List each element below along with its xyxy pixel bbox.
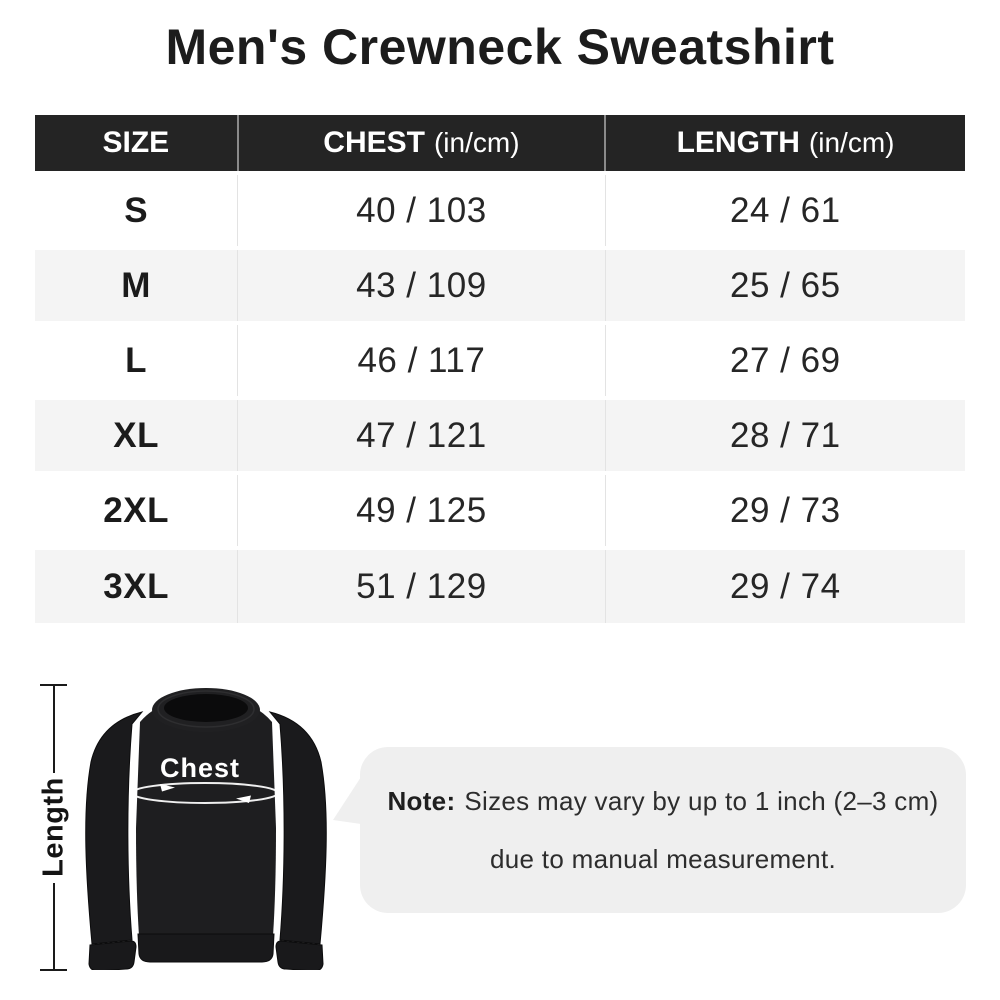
- chest-label: Chest: [160, 753, 240, 783]
- column-header-label: CHEST: [323, 126, 425, 159]
- chest-cell: 43 / 109: [237, 246, 606, 323]
- column-header-size: SIZE: [35, 115, 238, 173]
- length-tick-bottom: [40, 969, 67, 971]
- sleeve-left: [85, 711, 144, 945]
- size-cell: XL: [35, 396, 238, 473]
- size-chart-table: SIZE CHEST (in/cm) LENGTH (in/cm) S 40 / 1…: [35, 115, 965, 623]
- note-text: Sizes may vary by up to 1 inch (2–3 cm): [464, 785, 939, 816]
- table-row: XL 47 / 121 28 / 71: [35, 396, 965, 473]
- table-row: 3XL 51 / 129 29 / 74: [35, 546, 965, 623]
- column-header-length: LENGTH (in/cm): [604, 115, 965, 173]
- length-line-upper: [53, 686, 55, 773]
- column-header-label: LENGTH: [676, 126, 800, 159]
- table-row: M 43 / 109 25 / 65: [35, 246, 965, 323]
- column-header-label: SIZE: [102, 126, 170, 159]
- collar-rib-line: [157, 690, 255, 728]
- chest-arrow-right-icon: [160, 784, 175, 792]
- note-line-2: due to manual measurement.: [490, 843, 836, 874]
- note-label: Note:: [387, 785, 456, 816]
- sweatshirt-body: [136, 704, 276, 936]
- cuff-right: [275, 940, 324, 970]
- sleeve-right: [268, 711, 327, 945]
- table-row: 2XL 49 / 125 29 / 73: [35, 471, 965, 548]
- length-label: Length: [37, 777, 70, 877]
- length-cell: 27 / 69: [604, 321, 965, 398]
- note-bubble-tail: [333, 777, 361, 824]
- size-cell: 3XL: [35, 546, 238, 623]
- column-header-unit: (in/cm): [808, 127, 895, 158]
- chest-cell: 47 / 121: [237, 396, 606, 473]
- chest-cell: 49 / 125: [237, 471, 606, 548]
- length-cell: 24 / 61: [604, 171, 965, 248]
- length-cell: 25 / 65: [604, 246, 965, 323]
- table-header-row: SIZE CHEST (in/cm) LENGTH (in/cm): [35, 115, 965, 173]
- page-title: Men's Crewneck Sweatshirt: [165, 19, 835, 75]
- size-cell: M: [35, 246, 238, 323]
- table-row: S 40 / 103 24 / 61: [35, 171, 965, 248]
- chest-cell: 46 / 117: [237, 321, 606, 398]
- column-header-chest: CHEST (in/cm): [236, 115, 606, 173]
- chest-arrow-left-icon: [236, 795, 251, 803]
- collar-opening: [164, 694, 248, 722]
- sweatshirt-hem: [137, 933, 275, 963]
- length-cell: 28 / 71: [604, 396, 965, 473]
- table-row: L 46 / 117 27 / 69: [35, 321, 965, 398]
- sweatshirt-illustration: Chest: [85, 688, 327, 970]
- note-line-1: Note: Sizes may vary by up to 1 inch (2–3…: [387, 786, 938, 817]
- cuff-left: [88, 940, 137, 970]
- chest-cell: 51 / 129: [237, 546, 606, 623]
- size-cell: L: [35, 321, 238, 398]
- note-bubble: Note: Sizes may vary by up to 1 inch (2–3…: [333, 747, 966, 913]
- length-line-lower: [53, 883, 55, 969]
- length-cell: 29 / 73: [604, 471, 965, 548]
- size-cell: 2XL: [35, 471, 238, 548]
- column-header-unit: (in/cm): [433, 127, 520, 158]
- chest-measure-ellipse: [131, 782, 279, 804]
- length-tick-top: [40, 684, 67, 686]
- length-cell: 29 / 74: [604, 546, 965, 623]
- chest-cell: 40 / 103: [237, 171, 606, 248]
- size-cell: S: [35, 171, 238, 248]
